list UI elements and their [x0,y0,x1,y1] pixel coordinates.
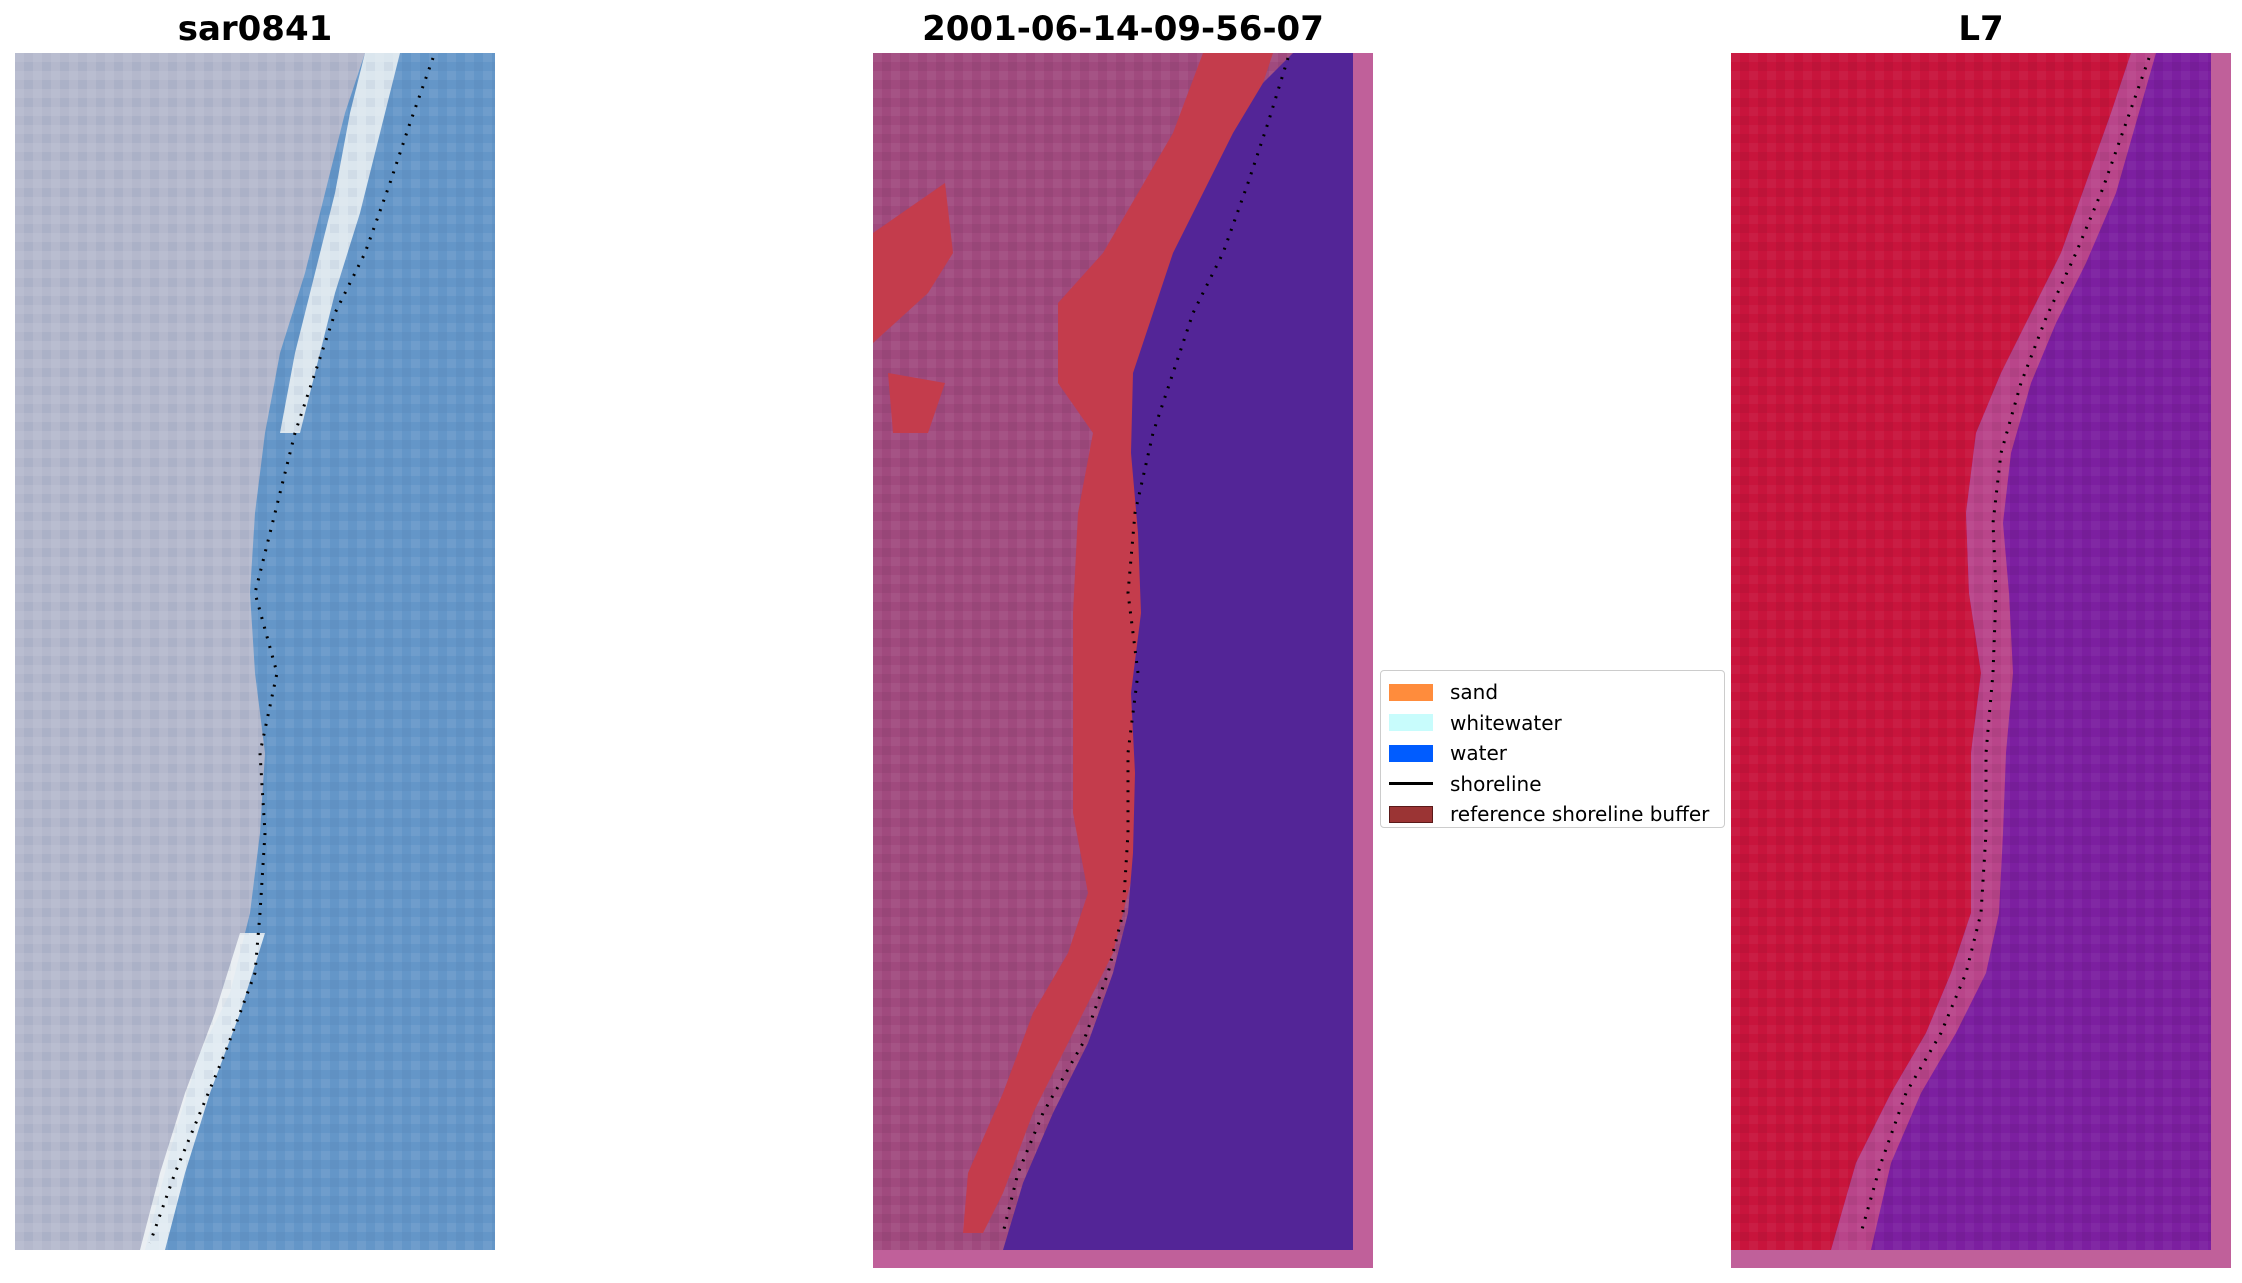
legend-item-shoreline: shoreline [1389,769,1716,800]
shoreline [1001,57,1290,1234]
panel-title-classified: 2001-06-14-09-56-07 [922,9,1324,49]
legend-item-water: water [1389,738,1716,769]
legend-label-whitewater: whitewater [1450,710,1562,735]
index-image [1731,53,2231,1268]
index-image-panel [1731,53,2231,1268]
reference-shoreline-buffer [963,53,1273,1233]
rgb-image [15,53,495,1250]
panel-title-index: L7 [1958,9,2004,49]
water-swatch [1389,744,1433,762]
whitewater-swatch [1389,714,1433,732]
shoreline [1859,57,2151,1234]
classified-image [873,53,1373,1268]
shoreline-line-icon [1389,782,1433,786]
legend-label-reference-shoreline-buffer: reference shoreline buffer [1450,802,1710,827]
water-area [1003,53,1353,1250]
panel-title-rgb: sar0841 [177,9,333,49]
legend-item-reference-shoreline-buffer: reference shoreline buffer [1389,799,1716,830]
legend-label-shoreline: shoreline [1450,771,1542,796]
legend-label-sand: sand [1450,680,1499,705]
legend-item-whitewater: whitewater [1389,708,1716,739]
reference-shoreline-buffer-west-2 [888,373,945,433]
legend-label-water: water [1450,741,1507,766]
legend-item-sand: sand [1389,677,1716,708]
rgb-image-panel [15,53,495,1250]
classified-image-panel [873,53,1373,1268]
legend: sand whitewater water shoreline referenc… [1380,670,1725,828]
sand-swatch [1389,683,1433,701]
reference-shoreline-buffer-west [873,183,953,343]
reference-shoreline-buffer-swatch [1389,805,1433,823]
